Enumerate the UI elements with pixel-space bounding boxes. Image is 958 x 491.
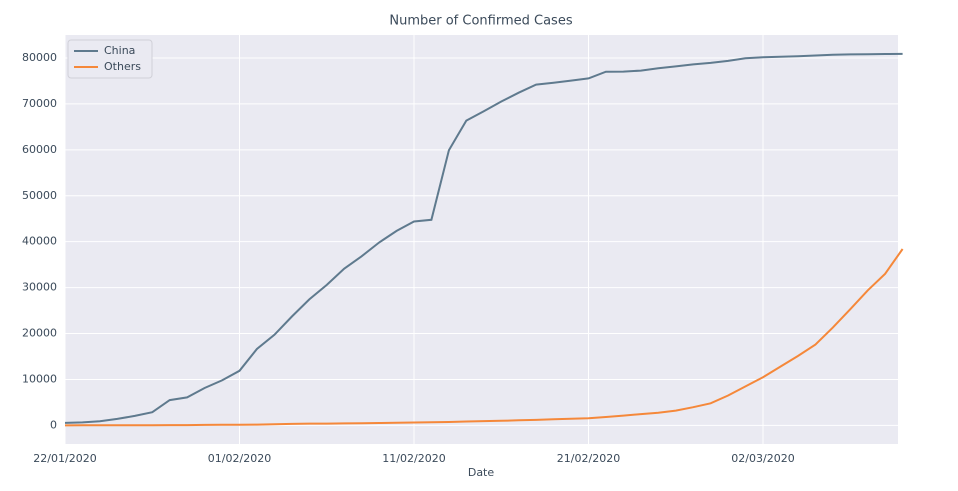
x-tick-label: 01/02/2020 [208, 452, 271, 465]
plot-area [65, 35, 898, 444]
y-tick-label: 70000 [22, 97, 57, 110]
y-tick-label: 30000 [22, 281, 57, 294]
x-tick-label: 22/01/2020 [33, 452, 96, 465]
line-series [64, 248, 904, 427]
legend-label: Others [104, 60, 141, 73]
line-series [64, 52, 903, 424]
chart-title: Number of Confirmed Cases [389, 14, 572, 29]
y-tick-label: 80000 [22, 51, 57, 64]
x-tick-label: 02/03/2020 [731, 452, 794, 465]
x-axis-label: Date [468, 466, 495, 479]
y-tick-label: 20000 [22, 327, 57, 340]
y-tick-label: 40000 [22, 235, 57, 248]
y-tick-label: 0 [50, 418, 57, 431]
x-tick-label: 11/02/2020 [382, 452, 445, 465]
y-tick-label: 60000 [22, 143, 57, 156]
y-tick-label: 50000 [22, 189, 57, 202]
x-tick-label: 21/02/2020 [557, 452, 620, 465]
y-tick-label: 10000 [22, 372, 57, 385]
legend-label: China [104, 44, 135, 57]
legend-box [67, 39, 153, 79]
